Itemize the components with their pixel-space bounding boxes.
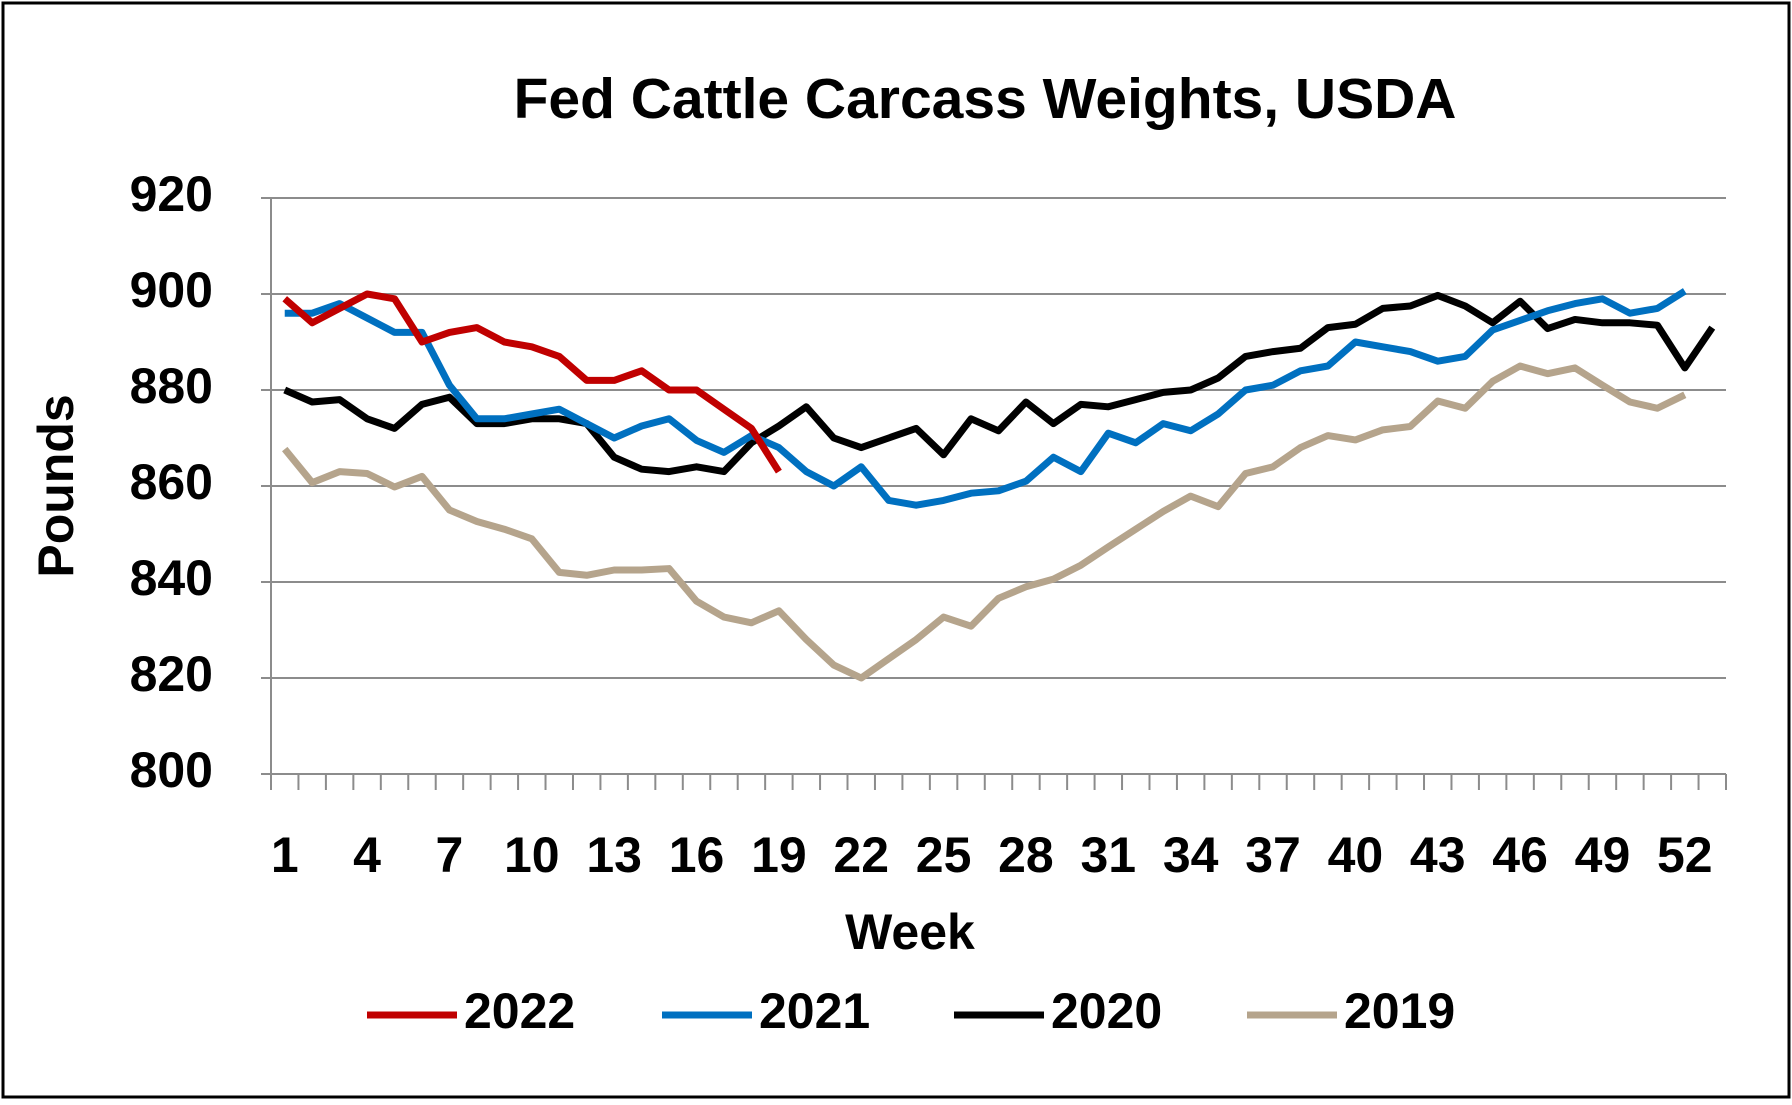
y-axis-title: Pounds [28, 394, 84, 577]
x-tick-label: 4 [353, 827, 381, 883]
y-tick-label: 860 [130, 454, 213, 510]
series-line [282, 362, 1687, 682]
x-tick-label: 25 [916, 827, 972, 883]
series-line [283, 291, 1716, 476]
series-line [284, 288, 1687, 509]
x-tick-label: 49 [1575, 827, 1631, 883]
y-tick-label: 800 [130, 742, 213, 798]
y-tick-label: 820 [130, 646, 213, 702]
x-tick-label: 7 [436, 827, 464, 883]
y-tick-label: 900 [130, 262, 213, 318]
x-tick-label: 13 [586, 827, 642, 883]
x-tick-label: 43 [1410, 827, 1466, 883]
x-tick-label: 10 [504, 827, 560, 883]
x-tick-label: 19 [751, 827, 807, 883]
x-tick-label: 28 [998, 827, 1054, 883]
x-axis-title: Week [845, 904, 975, 960]
legend-label: 2019 [1344, 983, 1455, 1039]
legend-label: 2022 [464, 983, 575, 1039]
x-tick-label: 46 [1492, 827, 1548, 883]
x-tick-label: 52 [1657, 827, 1713, 883]
y-tick-label: 840 [130, 550, 213, 606]
x-tick-label: 22 [833, 827, 889, 883]
series-line [282, 290, 782, 474]
x-tick-label: 1 [271, 827, 299, 883]
x-tick-label: 40 [1328, 827, 1384, 883]
x-tick-label: 37 [1245, 827, 1301, 883]
x-tick-label: 31 [1080, 827, 1136, 883]
x-tick-label: 34 [1163, 827, 1219, 883]
legend-label: 2020 [1051, 983, 1162, 1039]
legend-label: 2021 [759, 983, 870, 1039]
y-tick-label: 880 [130, 358, 213, 414]
chart-title: Fed Cattle Carcass Weights, USDA [514, 67, 1457, 131]
y-tick-label: 920 [130, 166, 213, 222]
x-tick-label: 16 [669, 827, 725, 883]
